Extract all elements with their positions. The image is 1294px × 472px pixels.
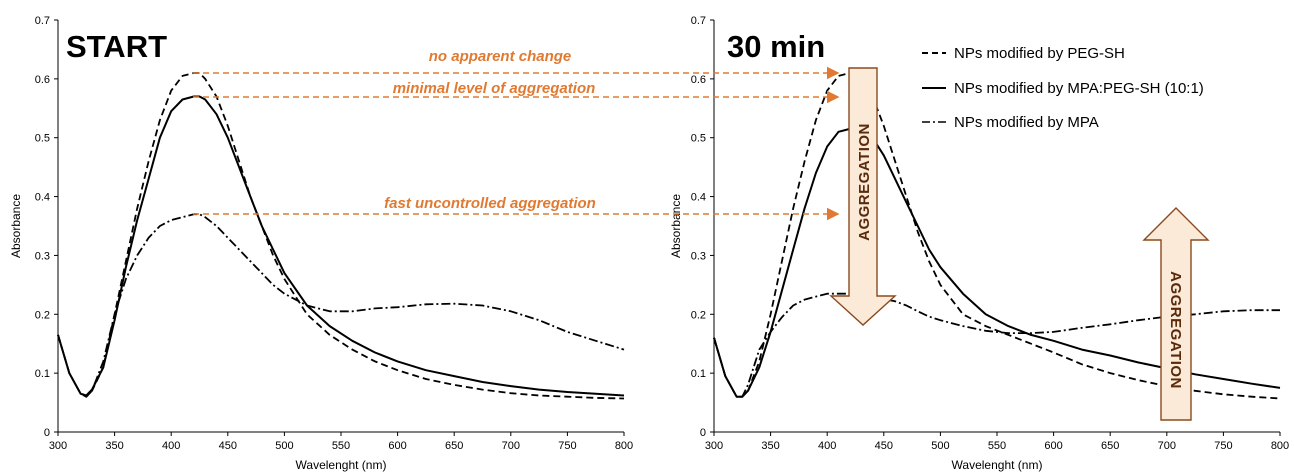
aggregation-arrow-up: AGGREGATION <box>1142 207 1210 421</box>
up-arrow-shape <box>1142 207 1210 421</box>
series-line-nps-modified-by-peg-sh <box>713 72 1281 400</box>
y-tick-label: 0.7 <box>691 15 706 27</box>
y-tick-label: 0.1 <box>35 368 50 380</box>
aggregation-arrow-down: AGGREGATION <box>829 67 897 326</box>
y-tick-label: 0.7 <box>35 15 50 27</box>
y-tick-label: 0.3 <box>691 250 706 262</box>
y-axis-label: Absorbance <box>669 194 683 258</box>
annotation-label: no apparent change <box>429 48 572 65</box>
x-ticks-start: 300 350 400 450 500 550 600 650 700 750 800 <box>49 432 633 452</box>
x-tick-label: 450 <box>219 440 237 452</box>
y-tick-label: 0.2 <box>35 309 50 321</box>
y-ticks-30-min: 0 0.1 0.2 0.3 0.4 0.5 0.6 0.7 <box>691 15 714 439</box>
y-tick-label: 0 <box>44 427 50 439</box>
chart-30-min: 300 350 400 450 500 550 600 650 700 750 800 0 0.1 0.… <box>669 15 1289 472</box>
panel-title-30-min: 30 min <box>727 29 825 64</box>
y-tick-label: 0 <box>700 427 706 439</box>
y-tick-label: 0.3 <box>35 250 50 262</box>
x-tick-label: 750 <box>1214 440 1232 452</box>
x-axis-label: Wavelenght (nm) <box>296 458 387 472</box>
x-tick-label: 350 <box>761 440 779 452</box>
y-tick-label: 0.4 <box>35 192 50 204</box>
x-tick-label: 550 <box>332 440 350 452</box>
legend-item-mpa: NPs modified by MPA <box>922 114 1099 131</box>
y-tick-label: 0.1 <box>691 368 706 380</box>
aggregation-label-up: AGGREGATION <box>1167 271 1184 389</box>
series-line-nps-modified-by-mpa <box>57 213 625 398</box>
x-tick-label: 700 <box>1158 440 1176 452</box>
chart-start: 300 350 400 450 500 550 600 650 700 750 800 0 0.1 0.… <box>9 15 633 472</box>
y-ticks-start: 0 0.1 0.2 0.3 0.4 0.5 0.6 0.7 <box>35 15 58 439</box>
y-tick-label: 0.5 <box>35 133 50 145</box>
series-line-nps-modified-by-mpa <box>713 292 1280 398</box>
x-tick-label: 600 <box>388 440 406 452</box>
x-tick-label: 650 <box>1101 440 1119 452</box>
y-axis-label: Absorbance <box>9 194 23 258</box>
series-line-nps-modified-by-mpa-peg-sh-10-1 <box>713 127 1281 398</box>
annotation-fast-uncontrolled: fast uncontrolled aggregation <box>193 195 840 221</box>
x-tick-label: 650 <box>445 440 463 452</box>
legend-label: NPs modified by MPA:PEG-SH (10:1) <box>954 80 1204 97</box>
x-tick-label: 800 <box>1271 440 1289 452</box>
x-tick-label: 750 <box>558 440 576 452</box>
legend-label: NPs modified by MPA <box>954 114 1099 131</box>
x-tick-label: 500 <box>275 440 293 452</box>
x-tick-label: 800 <box>615 440 633 452</box>
y-tick-label: 0.2 <box>691 309 706 321</box>
x-tick-label: 300 <box>705 440 723 452</box>
y-tick-label: 0.5 <box>691 133 706 145</box>
annotation-no-apparent-change: no apparent change <box>193 48 840 80</box>
x-tick-label: 550 <box>988 440 1006 452</box>
series-line-nps-modified-by-peg-sh <box>57 72 625 400</box>
legend: NPs modified by PEG-SH NPs modified by M… <box>922 45 1204 131</box>
y-tick-label: 0.4 <box>691 192 706 204</box>
aggregation-label-down: AGGREGATION <box>856 123 873 241</box>
annotation-label: minimal level of aggregation <box>393 80 596 97</box>
x-tick-label: 400 <box>162 440 180 452</box>
annotation-minimal-aggregation: minimal level of aggregation <box>193 80 840 104</box>
legend-item-mpa-peg-sh: NPs modified by MPA:PEG-SH (10:1) <box>922 80 1204 97</box>
x-tick-label: 450 <box>875 440 893 452</box>
panel-title-start: START <box>66 29 167 64</box>
x-tick-label: 600 <box>1044 440 1062 452</box>
x-tick-label: 300 <box>49 440 67 452</box>
legend-item-peg-sh: NPs modified by PEG-SH <box>922 45 1125 62</box>
x-tick-label: 350 <box>105 440 123 452</box>
down-arrow-shape <box>829 67 897 326</box>
series-line-nps-modified-by-mpa-peg-sh-10-1 <box>57 95 625 397</box>
x-tick-label: 400 <box>818 440 836 452</box>
x-tick-label: 500 <box>931 440 949 452</box>
x-ticks-30-min: 300 350 400 450 500 550 600 650 700 750 800 <box>705 432 1289 452</box>
y-tick-label: 0.6 <box>35 74 50 86</box>
legend-label: NPs modified by PEG-SH <box>954 45 1125 62</box>
annotations: no apparent change minimal level of aggr… <box>193 48 840 221</box>
annotation-label: fast uncontrolled aggregation <box>384 195 596 212</box>
y-tick-label: 0.6 <box>691 74 706 86</box>
x-axis-label: Wavelenght (nm) <box>952 458 1043 472</box>
x-tick-label: 700 <box>502 440 520 452</box>
series-start <box>57 72 625 400</box>
